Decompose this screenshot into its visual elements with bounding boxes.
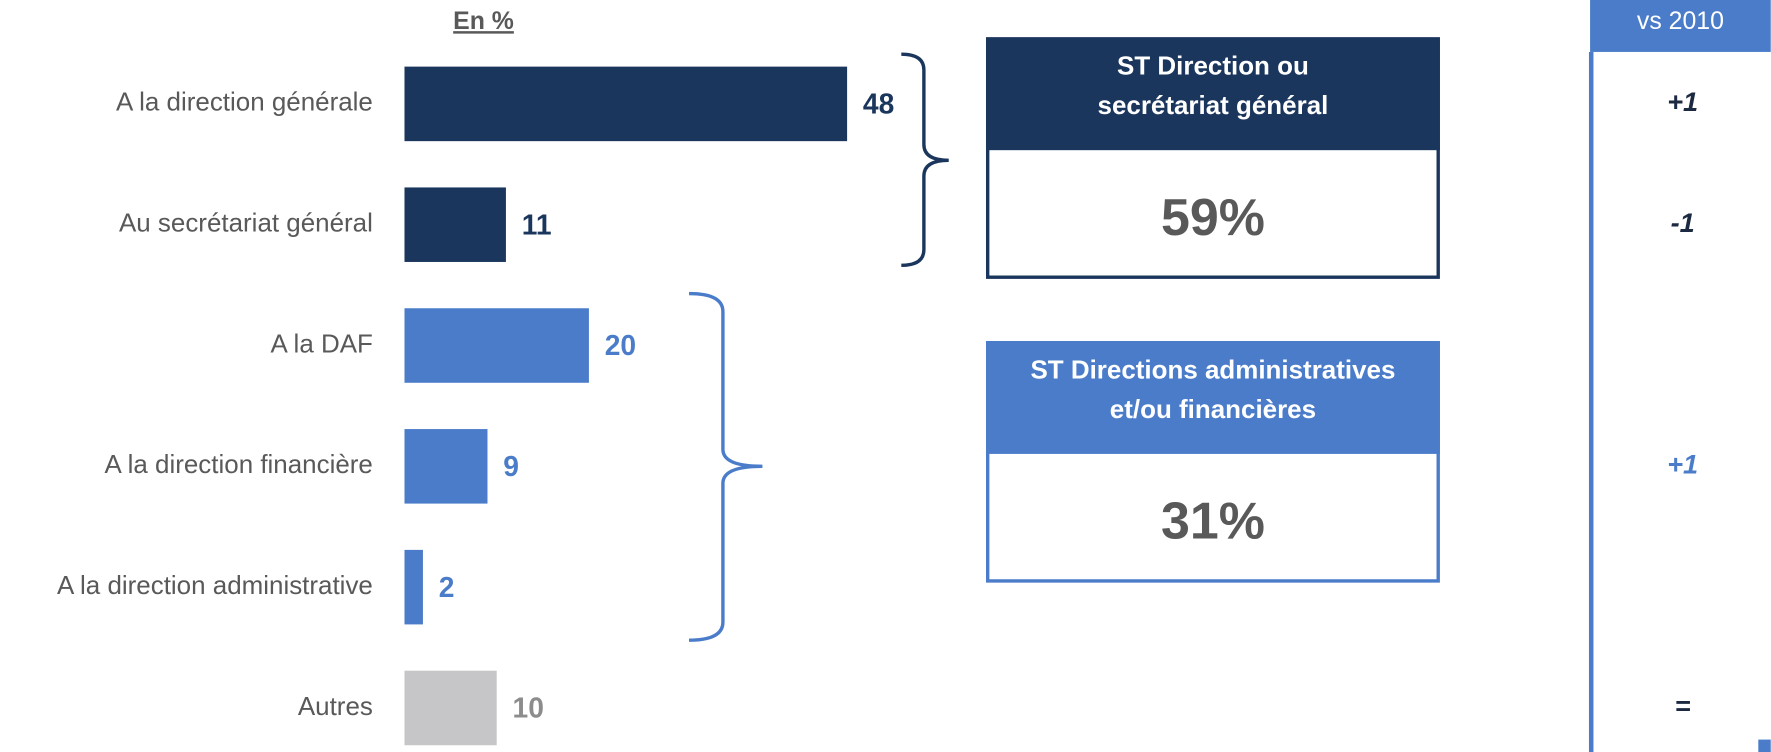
bar [404, 670, 497, 746]
change-label: -1 [1671, 207, 1695, 238]
value-label: 2 [439, 571, 455, 603]
group-header [985, 340, 1440, 454]
group-total: 31% [1161, 493, 1265, 551]
change-header-bg [1590, 0, 1771, 52]
group-title: secrétariat général [1098, 90, 1329, 120]
bar [404, 66, 848, 142]
category-label: A la direction générale [116, 87, 373, 117]
bar [404, 308, 589, 383]
brace [901, 52, 949, 268]
category-label: A la direction financière [105, 449, 373, 479]
group-total: 59% [1161, 189, 1265, 247]
bar [404, 429, 488, 504]
value-label: 9 [503, 450, 519, 482]
brace [689, 291, 763, 642]
value-label: 10 [513, 692, 544, 724]
change-label: = [1675, 690, 1691, 721]
group-title: ST Directions administratives [1030, 354, 1395, 384]
corner-marker [1758, 739, 1771, 752]
bar [404, 187, 506, 262]
category-label: A la direction administrative [57, 570, 373, 600]
change-label: +1 [1667, 448, 1698, 479]
value-label: 11 [522, 208, 552, 240]
group-title: ST Direction ou [1117, 51, 1309, 81]
category-label: A la DAF [270, 328, 372, 358]
unit-label: En % [453, 8, 514, 35]
group-title: et/ou financières [1110, 394, 1316, 424]
change-header: vs 2010 [1637, 8, 1724, 35]
group-header [985, 37, 1440, 151]
bar [404, 549, 423, 625]
value-label: 20 [605, 329, 636, 361]
category-label: Au secrétariat général [119, 208, 373, 238]
change-label: +1 [1667, 86, 1698, 117]
value-label: 48 [863, 88, 894, 120]
category-label: Autres [298, 691, 373, 721]
